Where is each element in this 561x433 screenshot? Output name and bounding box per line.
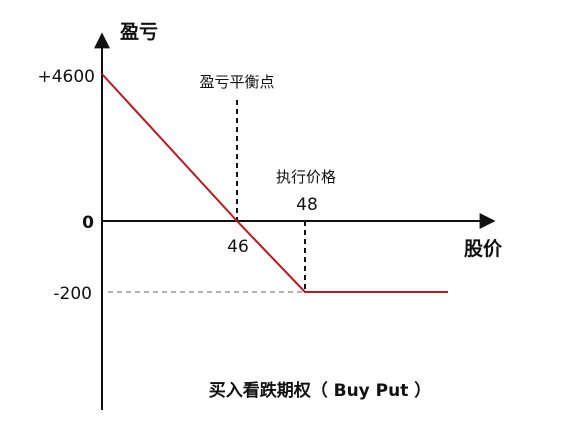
y-tick-min: -200 <box>53 284 92 304</box>
breakeven-title: 盈亏平衡点 <box>199 73 274 91</box>
strike-title: 执行价格 <box>276 168 336 186</box>
y-tick-max: +4600 <box>37 67 95 87</box>
y-axis-label: 盈亏 <box>119 21 158 43</box>
strike-value: 48 <box>296 195 318 215</box>
x-axis-label: 股价 <box>464 238 503 260</box>
payoff-line <box>101 73 448 293</box>
breakeven-value: 46 <box>227 237 249 257</box>
diagram-caption: 买入看跌期权（ Buy Put ） <box>209 380 432 401</box>
y-tick-zero: 0 <box>82 213 94 233</box>
